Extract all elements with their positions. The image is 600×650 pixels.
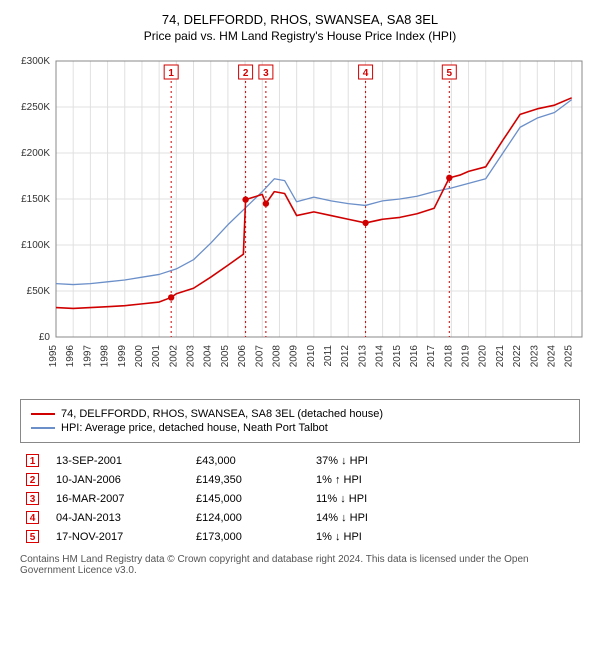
legend-item: 74, DELFFORDD, RHOS, SWANSEA, SA8 3EL (d… (31, 408, 569, 420)
svg-text:1995: 1995 (48, 345, 59, 368)
page-title: 74, DELFFORDD, RHOS, SWANSEA, SA8 3EL (10, 12, 590, 27)
svg-text:1999: 1999 (117, 345, 128, 368)
sale-delta: 11% ↓ HPI (310, 489, 580, 508)
svg-text:£50K: £50K (27, 286, 51, 297)
sale-price: £124,000 (190, 508, 310, 527)
sale-marker: 5 (26, 530, 39, 543)
svg-text:£300K: £300K (21, 56, 50, 67)
svg-text:1996: 1996 (65, 345, 76, 368)
table-row: 5 17-NOV-2017£173,0001% ↓ HPI (20, 527, 580, 546)
svg-text:3: 3 (263, 68, 269, 79)
svg-text:2014: 2014 (375, 345, 386, 368)
sale-marker: 4 (26, 511, 39, 524)
legend-swatch (31, 413, 55, 415)
table-row: 2 10-JAN-2006£149,3501% ↑ HPI (20, 470, 580, 489)
sale-marker: 2 (26, 473, 39, 486)
svg-text:£150K: £150K (21, 194, 50, 205)
sale-marker: 1 (26, 454, 39, 467)
sale-price: £149,350 (190, 470, 310, 489)
svg-text:2018: 2018 (443, 345, 454, 368)
table-row: 1 13-SEP-2001£43,00037% ↓ HPI (20, 451, 580, 470)
legend-label: 74, DELFFORDD, RHOS, SWANSEA, SA8 3EL (d… (61, 408, 383, 420)
chart-svg: £0 £50K £100K £150K £200K £250K £300K 1995 1996 1… (10, 51, 590, 391)
sales-table: 1 13-SEP-2001£43,00037% ↓ HPI 2 10-JAN-2006… (20, 451, 580, 546)
svg-text:1997: 1997 (82, 345, 93, 368)
svg-text:2007: 2007 (254, 345, 265, 368)
legend-item: HPI: Average price, detached house, Neat… (31, 422, 569, 434)
svg-text:2004: 2004 (203, 345, 214, 368)
svg-text:2013: 2013 (357, 345, 368, 368)
svg-text:1998: 1998 (100, 345, 111, 368)
sale-price: £173,000 (190, 527, 310, 546)
sale-date: 16-MAR-2007 (50, 489, 190, 508)
sale-delta: 37% ↓ HPI (310, 451, 580, 470)
svg-text:£0: £0 (39, 332, 51, 343)
page-subtitle: Price paid vs. HM Land Registry's House … (10, 29, 590, 43)
svg-text:£100K: £100K (21, 240, 50, 251)
svg-text:2023: 2023 (529, 345, 540, 368)
svg-text:2019: 2019 (461, 345, 472, 368)
footer-text: Contains HM Land Registry data © Crown c… (20, 554, 580, 576)
sale-delta: 1% ↑ HPI (310, 470, 580, 489)
svg-text:1: 1 (168, 68, 174, 79)
svg-text:2009: 2009 (289, 345, 300, 368)
sale-price: £43,000 (190, 451, 310, 470)
svg-text:2000: 2000 (134, 345, 145, 368)
sale-date: 17-NOV-2017 (50, 527, 190, 546)
price-chart: £0 £50K £100K £150K £200K £250K £300K 1995 1996 1… (10, 51, 590, 391)
table-row: 3 16-MAR-2007£145,00011% ↓ HPI (20, 489, 580, 508)
svg-text:2022: 2022 (512, 345, 523, 368)
sale-marker: 3 (26, 492, 39, 505)
svg-text:2002: 2002 (168, 345, 179, 368)
svg-text:2010: 2010 (306, 345, 317, 368)
sale-date: 04-JAN-2013 (50, 508, 190, 527)
legend-label: HPI: Average price, detached house, Neat… (61, 422, 328, 434)
table-row: 4 04-JAN-2013£124,00014% ↓ HPI (20, 508, 580, 527)
svg-text:2008: 2008 (271, 345, 282, 368)
svg-text:5: 5 (447, 68, 453, 79)
sale-delta: 14% ↓ HPI (310, 508, 580, 527)
svg-text:2024: 2024 (546, 345, 557, 368)
svg-text:£200K: £200K (21, 148, 50, 159)
svg-text:2003: 2003 (186, 345, 197, 368)
svg-text:£250K: £250K (21, 102, 50, 113)
svg-text:2005: 2005 (220, 345, 231, 368)
sale-date: 10-JAN-2006 (50, 470, 190, 489)
svg-text:2006: 2006 (237, 345, 248, 368)
svg-text:2020: 2020 (478, 345, 489, 368)
svg-text:2015: 2015 (392, 345, 403, 368)
svg-text:2016: 2016 (409, 345, 420, 368)
sale-delta: 1% ↓ HPI (310, 527, 580, 546)
svg-text:2021: 2021 (495, 345, 506, 368)
svg-text:2011: 2011 (323, 345, 334, 367)
svg-text:2012: 2012 (340, 345, 351, 368)
sale-price: £145,000 (190, 489, 310, 508)
svg-text:2001: 2001 (151, 345, 162, 368)
svg-text:2025: 2025 (564, 345, 575, 368)
legend-swatch (31, 427, 55, 429)
legend: 74, DELFFORDD, RHOS, SWANSEA, SA8 3EL (d… (20, 399, 580, 443)
svg-text:2017: 2017 (426, 345, 437, 368)
svg-text:4: 4 (363, 68, 369, 79)
svg-text:2: 2 (243, 68, 249, 79)
sale-date: 13-SEP-2001 (50, 451, 190, 470)
